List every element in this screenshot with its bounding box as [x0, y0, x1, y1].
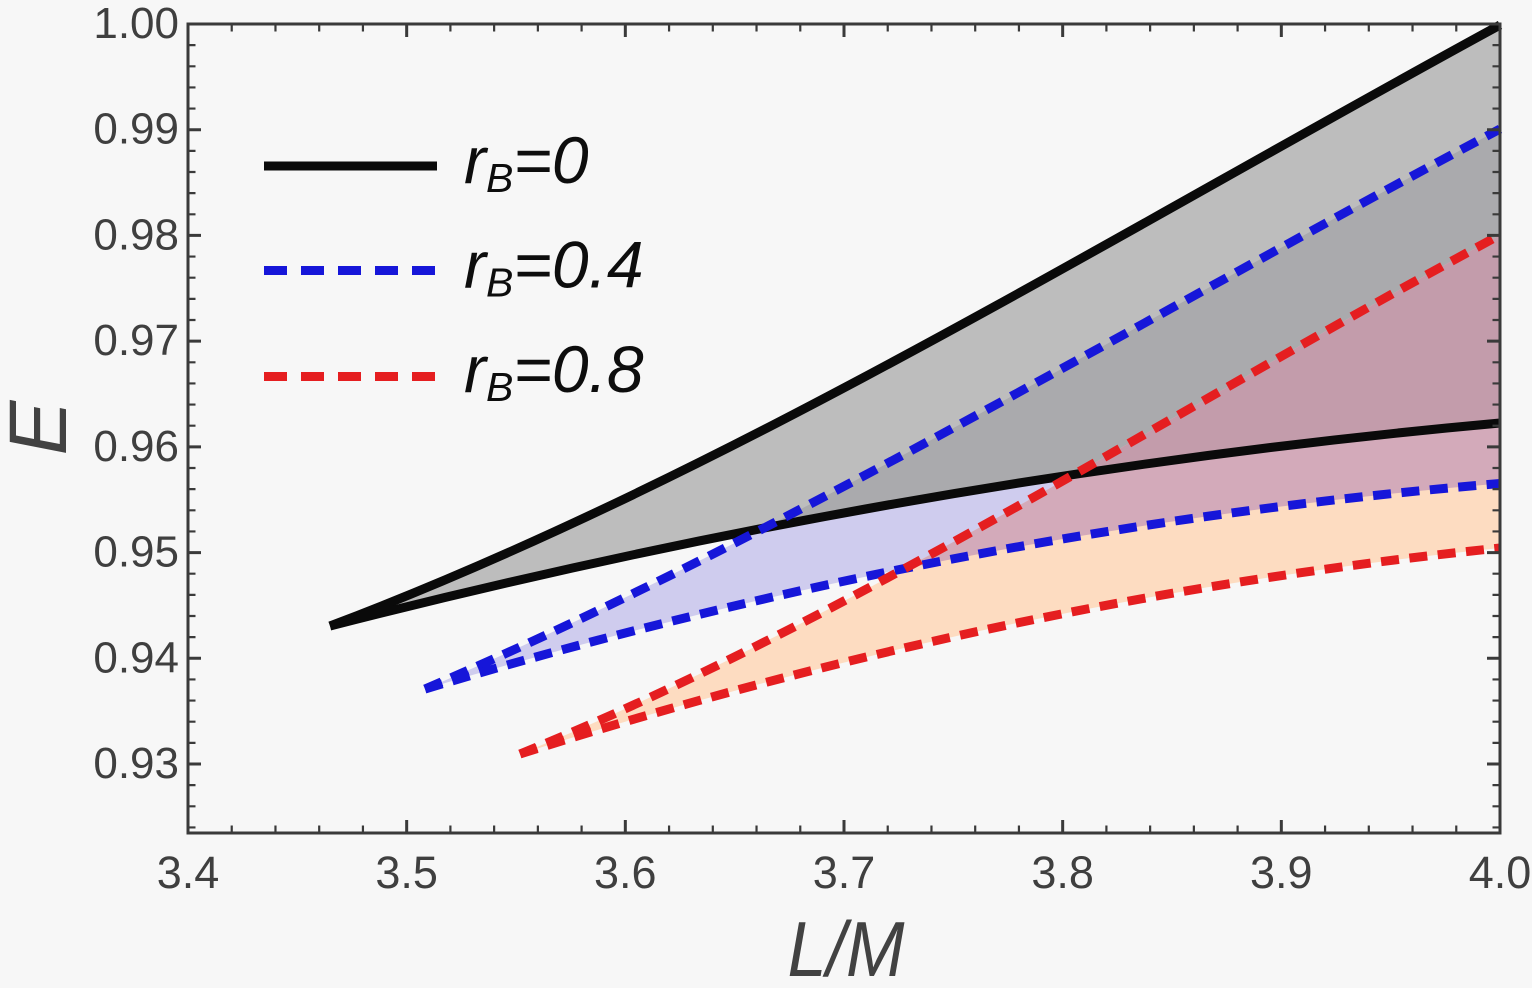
- svg-text:1.00: 1.00: [93, 0, 179, 48]
- svg-text:0.95: 0.95: [93, 528, 179, 577]
- svg-text:3.5: 3.5: [375, 847, 438, 898]
- svg-text:3.8: 3.8: [1031, 847, 1094, 898]
- svg-text:0.97: 0.97: [93, 316, 179, 365]
- svg-text:E: E: [0, 399, 84, 455]
- svg-text:0.96: 0.96: [93, 422, 179, 471]
- svg-text:0.94: 0.94: [93, 633, 179, 682]
- svg-text:3.4: 3.4: [157, 847, 220, 898]
- svg-text:3.9: 3.9: [1250, 847, 1313, 898]
- svg-text:L/M: L/M: [788, 905, 905, 988]
- svg-text:0.99: 0.99: [93, 105, 179, 154]
- svg-text:0.93: 0.93: [93, 739, 179, 788]
- svg-text:4.0: 4.0: [1469, 847, 1532, 898]
- svg-text:3.7: 3.7: [813, 847, 876, 898]
- svg-text:3.6: 3.6: [594, 847, 657, 898]
- svg-text:rB=0: rB=0: [464, 123, 589, 201]
- svg-text:0.98: 0.98: [93, 210, 179, 259]
